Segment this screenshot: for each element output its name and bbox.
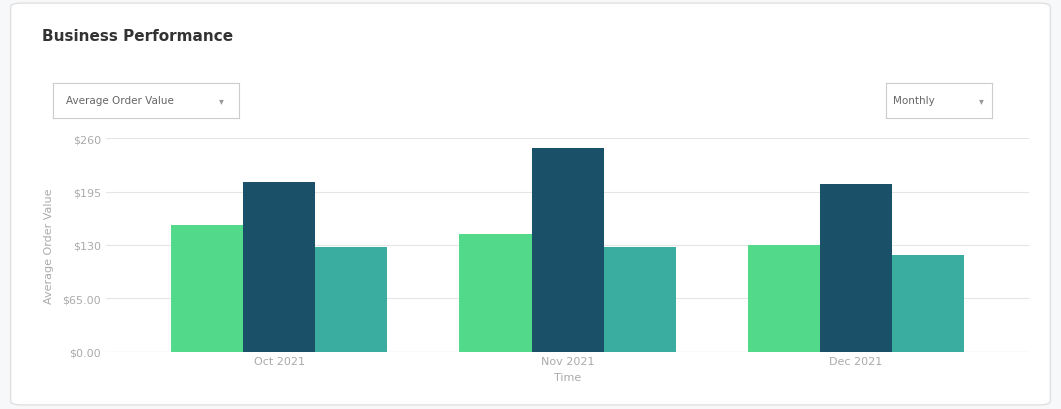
Text: Business Performance: Business Performance	[42, 29, 233, 44]
Text: Average Order Value: Average Order Value	[66, 96, 174, 106]
Bar	[315, 248, 387, 352]
Text: ▾: ▾	[978, 96, 984, 106]
Bar	[820, 185, 892, 352]
Bar	[171, 225, 243, 352]
Text: ▾: ▾	[219, 96, 224, 106]
X-axis label: Time: Time	[554, 372, 581, 382]
Bar	[892, 255, 964, 352]
Y-axis label: Average Order Value: Average Order Value	[45, 188, 54, 303]
Text: Monthly: Monthly	[893, 96, 935, 106]
Bar	[532, 149, 604, 352]
Bar	[243, 182, 315, 352]
Bar	[748, 245, 820, 352]
Bar	[604, 248, 676, 352]
Bar	[459, 235, 532, 352]
